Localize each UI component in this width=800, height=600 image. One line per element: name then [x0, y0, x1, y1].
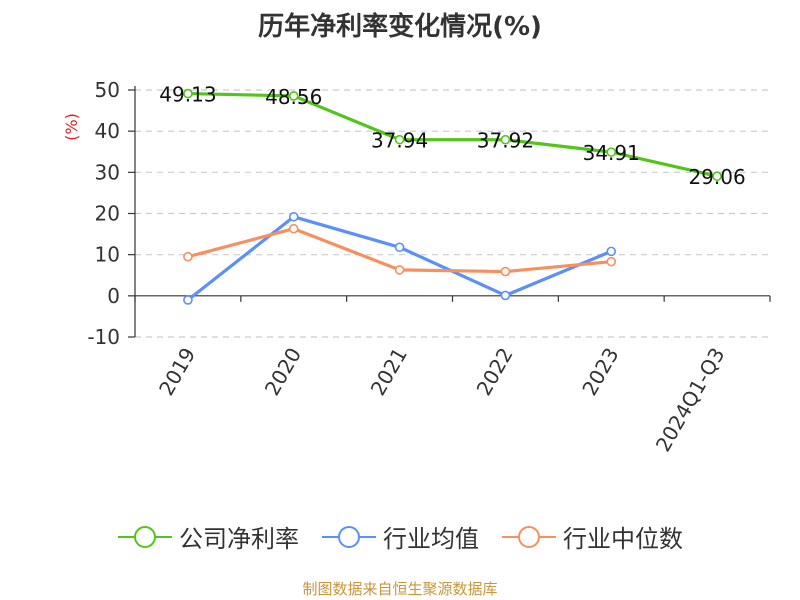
data-label: 37.94	[371, 129, 428, 153]
legend-label: 公司净利率	[179, 525, 299, 553]
y-tick-label: 40	[95, 119, 120, 143]
x-tick-label: 2022	[472, 344, 518, 400]
data-point[interactable]	[183, 88, 193, 99]
data-point[interactable]	[288, 211, 299, 222]
legend: 公司净利率 行业均值 行业中位数	[0, 519, 800, 554]
data-labels: 49.13 48.56 37.94 37.92 34.91 29.06	[159, 83, 745, 190]
legend-marker-icon	[118, 525, 172, 548]
y-tick-label: 20	[95, 202, 120, 226]
legend-item[interactable]: 行业均值	[321, 519, 479, 554]
x-tick-label: 2020	[260, 344, 306, 400]
y-tick-label: 50	[95, 78, 120, 102]
data-point[interactable]	[183, 251, 193, 262]
data-point[interactable]	[606, 246, 617, 257]
series	[183, 88, 722, 305]
x-tick-label: 2021	[366, 344, 412, 400]
y-tick-label: 10	[95, 243, 120, 267]
data-point[interactable]	[394, 242, 405, 253]
source-note: 制图数据来自恒生聚源数据库	[302, 580, 498, 598]
data-point[interactable]	[288, 223, 299, 234]
x-tick-label: 2024Q1-Q3	[651, 344, 730, 456]
data-point[interactable]	[606, 256, 617, 267]
y-tick-label: 0	[107, 284, 120, 308]
data-point[interactable]	[606, 147, 617, 157]
y-tick-label: -10	[87, 325, 120, 349]
data-point[interactable]	[394, 134, 405, 145]
y-tick-label: 30	[95, 160, 120, 184]
data-label: 29.06	[688, 165, 745, 189]
data-point[interactable]	[394, 265, 405, 275]
chart-title: 历年净利率变化情况(%)	[258, 12, 542, 42]
legend-label: 行业中位数	[563, 525, 683, 553]
data-point[interactable]	[288, 91, 299, 101]
legend-marker-icon	[502, 525, 556, 548]
data-point[interactable]	[500, 134, 511, 145]
x-tick-label: 2019	[154, 344, 200, 400]
y-axis-label: (%)	[62, 113, 81, 141]
grid-lines	[135, 89, 770, 338]
data-label: 49.13	[159, 83, 216, 107]
data-point[interactable]	[500, 290, 511, 301]
legend-item[interactable]: 公司净利率	[117, 519, 299, 554]
series-line-1	[186, 215, 613, 302]
axes	[128, 86, 771, 338]
x-tick-labels: 2019 2020 2021 2022 2023 2024Q1-Q3	[154, 344, 729, 456]
y-tick-labels: -10 0 10 20 30 40 50	[87, 78, 120, 349]
x-tick-label: 2023	[577, 344, 623, 400]
data-label: 37.92	[477, 129, 534, 153]
data-label: 48.56	[265, 85, 322, 109]
legend-marker-icon	[322, 525, 376, 548]
legend-label: 行业均值	[383, 525, 479, 553]
series-line-0	[186, 91, 719, 178]
data-point[interactable]	[500, 266, 511, 277]
data-point[interactable]	[712, 171, 722, 182]
data-label: 34.91	[583, 141, 640, 165]
legend-item[interactable]: 行业中位数	[501, 519, 683, 554]
data-point[interactable]	[183, 295, 193, 305]
